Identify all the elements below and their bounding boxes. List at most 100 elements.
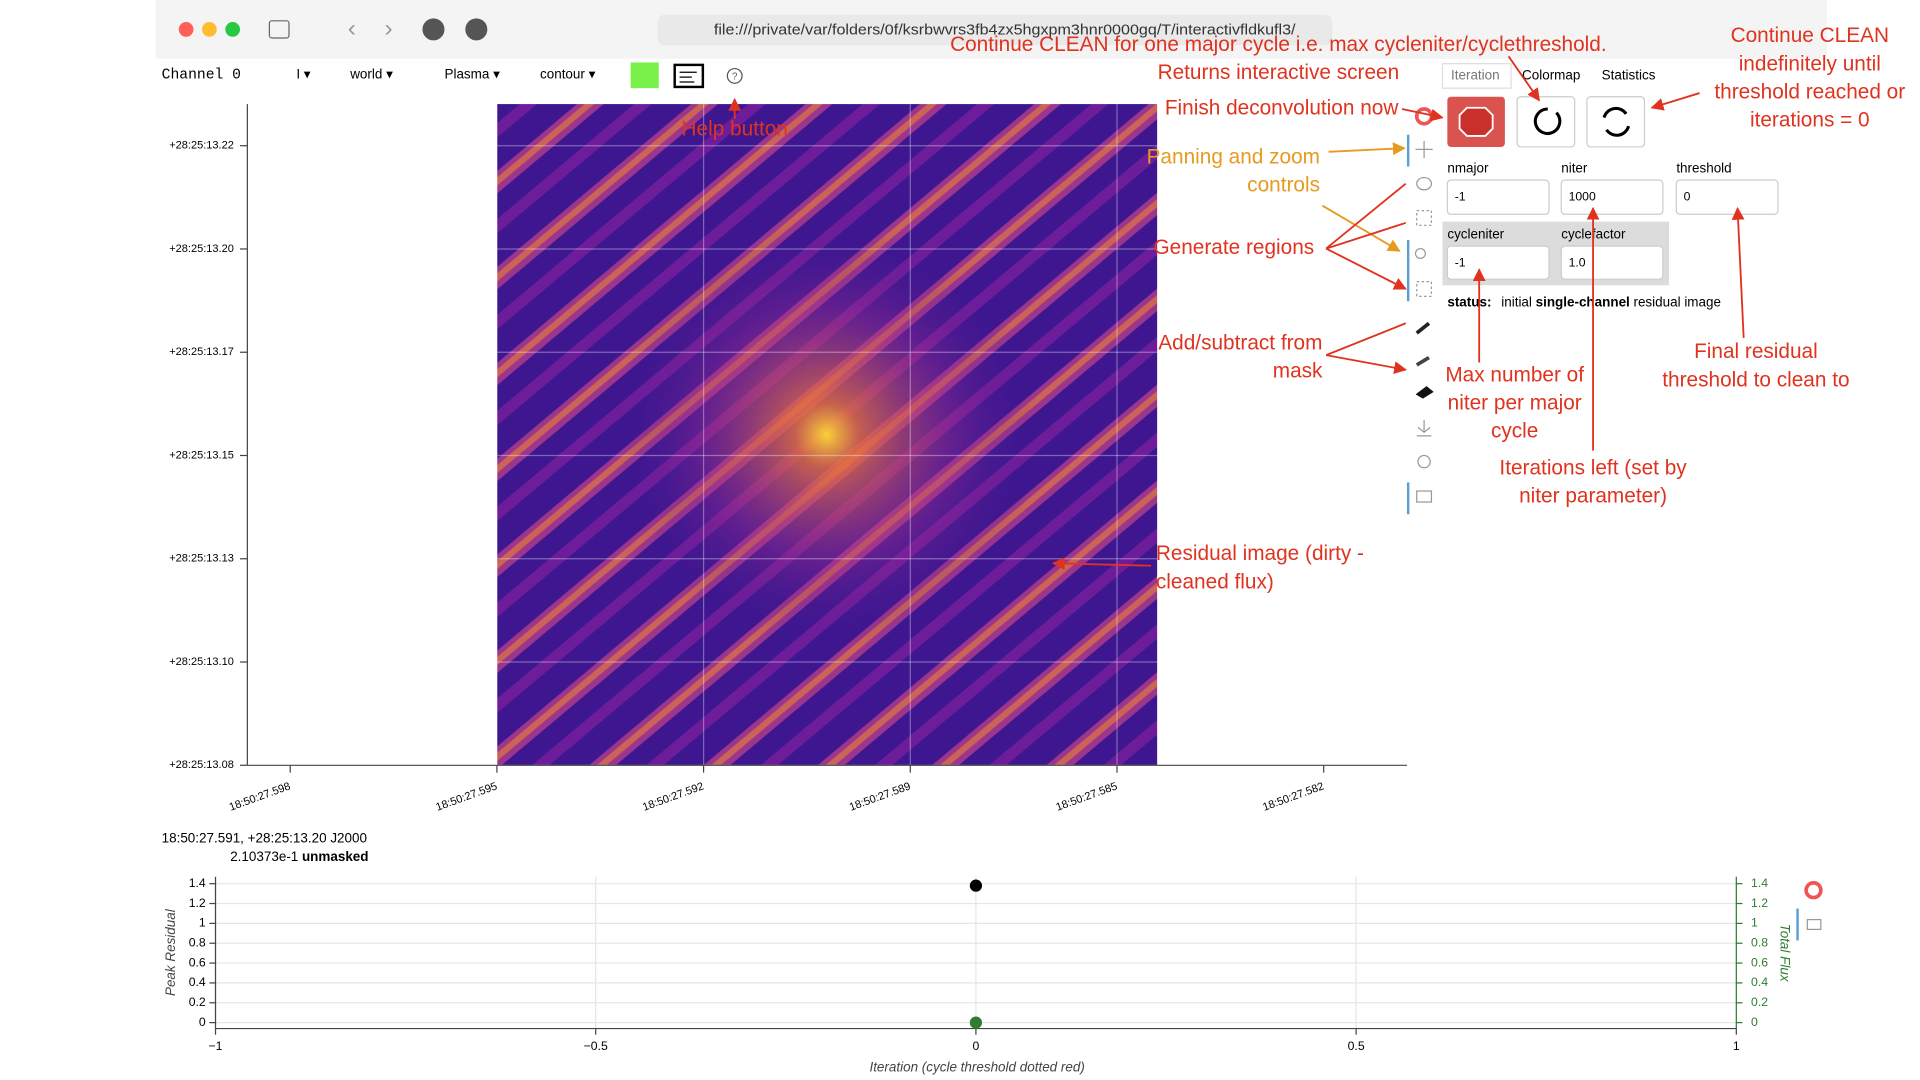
coords-dropdown[interactable]: world ▾ [349, 66, 393, 81]
field-label: cycleniter [1447, 227, 1504, 242]
annotation: Add/subtract from [1158, 332, 1322, 355]
convergence-chart: −1 −0.5 0 0.5 100.20.40.60.811.21.400.20.40.… [163, 876, 1793, 1074]
tab[interactable]: Colormap [1522, 67, 1580, 82]
stokes: I [296, 66, 300, 81]
y2-tick-label: 1.4 [1751, 876, 1768, 890]
field-input[interactable] [1560, 245, 1664, 280]
arrow [1325, 322, 1406, 370]
extension-icon[interactable] [422, 18, 445, 41]
status-bold: single-channel [1536, 294, 1630, 309]
annotation-arrows [728, 55, 1745, 570]
x-tick-label: −0.5 [584, 1039, 608, 1053]
lasso-tool[interactable] [1416, 176, 1433, 191]
box-select-tool[interactable] [1416, 210, 1433, 226]
forward-button[interactable]: › [384, 15, 392, 42]
field-input[interactable] [1675, 179, 1779, 215]
continue-button[interactable] [1586, 96, 1646, 148]
info-toggle[interactable] [673, 63, 705, 89]
stokes-dropdown[interactable]: I ▾ [296, 66, 310, 81]
field-label: threshold [1676, 161, 1731, 176]
arrow [1650, 92, 1700, 111]
colormap: Plasma [444, 66, 489, 81]
arrow [1325, 182, 1406, 289]
reset-tool[interactable] [1417, 454, 1431, 469]
save-tool[interactable] [1416, 420, 1432, 437]
add-mask-tool[interactable] [1415, 321, 1431, 335]
annotation: Help button [682, 117, 788, 140]
y2-tick-label: 0.2 [1751, 995, 1768, 1009]
annotation: Generate regions [1153, 236, 1314, 259]
close-button[interactable] [178, 22, 194, 37]
field-value: -1 [1455, 255, 1466, 269]
pixel-value: 2.10373e-1 [230, 849, 298, 864]
y-tick-label: +28:25:13.20 [169, 243, 234, 255]
help-button[interactable] [726, 67, 743, 84]
data-point [969, 879, 983, 892]
annotation: cycle [1491, 420, 1538, 443]
channel-label: Channel 0 [162, 68, 241, 84]
zoom-button[interactable] [225, 22, 240, 37]
field-value: -1 [1455, 189, 1466, 203]
sidebar-icon[interactable] [268, 20, 290, 39]
tab[interactable]: Statistics [1602, 67, 1656, 82]
erase-tool[interactable] [1415, 386, 1434, 399]
annotation: Panning and zoom [1147, 145, 1320, 168]
y-tick-label: 1 [199, 916, 206, 930]
bokeh-logo[interactable] [1804, 881, 1823, 900]
y-tick-label: 0.2 [189, 995, 206, 1009]
url: file:///private/var/folders/0f/ksrbwvrs3… [714, 22, 1297, 38]
field-value: 0 [1684, 189, 1691, 203]
tab[interactable]: Iteration [1451, 67, 1500, 82]
y2-tick-label: 0.4 [1751, 975, 1768, 989]
minimize-button[interactable] [202, 22, 217, 37]
y-tick-label: 0.6 [189, 955, 206, 969]
y-tick-label: 0.8 [189, 935, 206, 949]
mask-flag: unmasked [302, 849, 369, 864]
field-input[interactable] [1446, 179, 1550, 215]
color-picker[interactable] [630, 62, 659, 89]
url-bar[interactable] [657, 14, 1333, 46]
arrow [1731, 206, 1745, 339]
annotation: Final residual [1694, 340, 1818, 363]
field-label: niter [1561, 161, 1588, 176]
annotations: Continue CLEAN for one major cycle i.e. … [682, 24, 1906, 593]
y-tick-label: +28:25:13.17 [169, 346, 234, 358]
stop-icon [1458, 106, 1494, 137]
arrow [1507, 55, 1540, 102]
y-tick-label: +28:25:13.08 [169, 759, 234, 771]
hover-tool[interactable] [1806, 918, 1822, 930]
field-value: 1000 [1569, 189, 1596, 203]
cursor-value: 2.10373e-1 unmasked [230, 849, 368, 864]
coords: world [349, 66, 382, 81]
y2-tick-label: 0 [1751, 1015, 1758, 1029]
one-cycle-button[interactable] [1516, 96, 1576, 148]
pan-tool[interactable] [1415, 140, 1433, 158]
y-tick-label: +28:25:13.10 [169, 656, 234, 668]
field-value: 1.0 [1569, 255, 1586, 269]
refresh-icon [1533, 107, 1562, 135]
hover-tool[interactable] [1416, 490, 1433, 503]
extension-icon[interactable] [465, 18, 488, 41]
colormap-dropdown[interactable]: Plasma ▾ [444, 66, 500, 81]
poly-tool[interactable] [1414, 247, 1426, 259]
y2-axis-label: Total Flux [1778, 924, 1793, 983]
annotation: Returns interactive screen [1158, 61, 1400, 84]
annotation: niter per major [1448, 392, 1582, 415]
x-tick-label: 1 [1733, 1039, 1740, 1053]
status-text: initial [1501, 294, 1532, 309]
back-button[interactable]: ‹ [348, 15, 356, 42]
x-tick-label: 0.5 [1348, 1039, 1365, 1053]
mode-dropdown[interactable]: contour ▾ [540, 66, 596, 81]
mode: contour [540, 66, 585, 81]
annotation: iterations = 0 [1750, 109, 1870, 132]
residual-image-center [612, 220, 1041, 649]
status: status: initial single-channel residual ima… [1447, 294, 1721, 309]
y2-tick-label: 1 [1751, 916, 1758, 930]
y-tick-label: 0 [199, 1015, 206, 1029]
annotation: Residual image (dirty - [1156, 542, 1364, 565]
y2-tick-label: 0.8 [1751, 935, 1768, 949]
annotation: Iterations left (set by [1499, 456, 1687, 479]
field-input[interactable] [1560, 179, 1664, 215]
data-point [969, 1016, 983, 1029]
